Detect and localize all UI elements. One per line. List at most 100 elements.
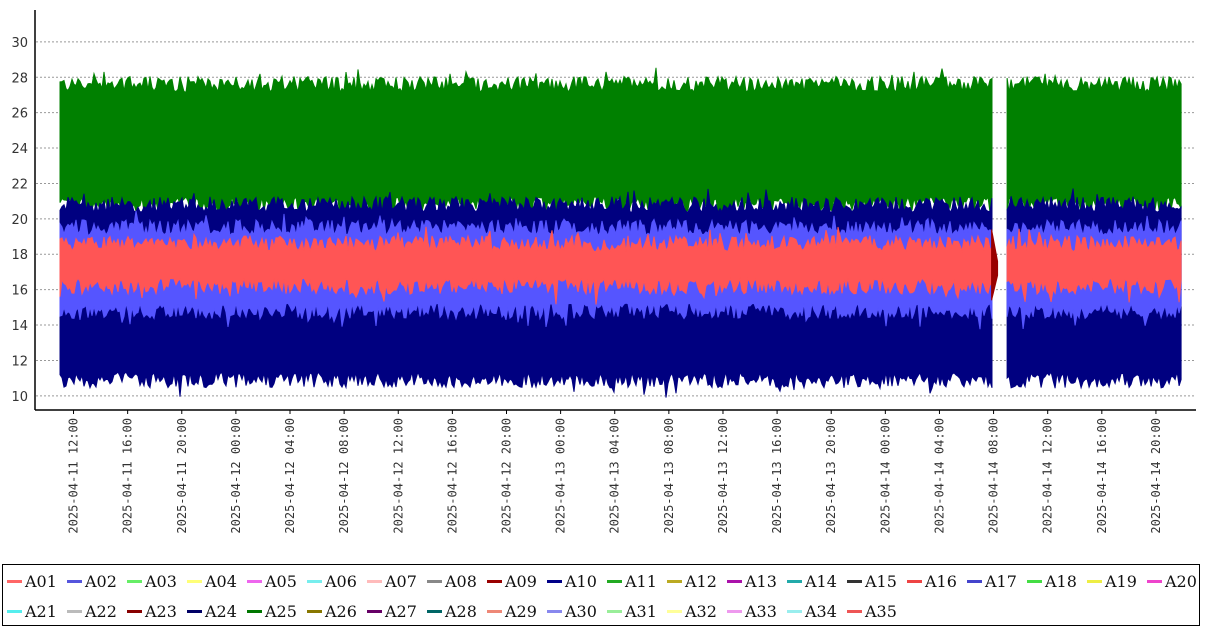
legend-label: A21 — [25, 601, 57, 621]
x-tick-label: 2025-04-13 04:00 — [608, 418, 622, 534]
legend-item-a15: A15 — [847, 567, 907, 595]
legend-label: A35 — [865, 601, 897, 621]
x-tick-label: 2025-04-14 08:00 — [987, 418, 1001, 534]
x-tick-label: 2025-04-14 00:00 — [878, 418, 892, 534]
chart-bands — [59, 67, 1182, 398]
legend-item-a24: A24 — [187, 597, 247, 625]
legend-item-a02: A02 — [67, 567, 127, 595]
legend-label: A16 — [925, 571, 957, 591]
legend-label: A24 — [205, 601, 237, 621]
y-tick-labels: 10 12 14 16 18 20 22 24 26 28 30 — [11, 36, 28, 405]
legend-label: A19 — [1105, 571, 1137, 591]
legend-swatch — [607, 609, 622, 613]
legend-item-a30: A30 — [547, 597, 607, 625]
legend-row: A21 A22 A23 A24 A25 A26 A27 A28 A29 A30 A31 A32 A33 A… — [7, 597, 907, 625]
legend-swatch — [1147, 579, 1162, 583]
legend-swatch — [487, 609, 502, 613]
legend-label: A14 — [805, 571, 837, 591]
legend-label: A08 — [445, 571, 477, 591]
legend-label: A32 — [685, 601, 717, 621]
legend-label: A15 — [865, 571, 897, 591]
legend-swatch — [307, 609, 322, 613]
legend-swatch — [427, 609, 442, 613]
legend-swatch — [67, 609, 82, 613]
legend-item-a18: A18 — [1027, 567, 1087, 595]
legend-label: A26 — [325, 601, 357, 621]
legend-label: A31 — [625, 601, 657, 621]
y-tick-label: 22 — [11, 177, 28, 192]
y-tick-label: 20 — [11, 213, 28, 228]
legend-swatch — [967, 579, 982, 583]
legend-swatch — [7, 609, 22, 613]
y-tick-label: 18 — [11, 248, 28, 263]
legend-swatch — [67, 579, 82, 583]
y-tick-label: 28 — [11, 71, 28, 86]
y-tick-label: 10 — [11, 390, 28, 405]
legend-item-a19: A19 — [1087, 567, 1147, 595]
y-tick-label: 14 — [11, 319, 28, 334]
x-tick-label: 2025-04-12 16:00 — [445, 418, 459, 534]
x-tick-label: 2025-04-13 20:00 — [824, 418, 838, 534]
legend-item-a20: A20 — [1147, 567, 1207, 595]
legend-swatch — [247, 579, 262, 583]
legend-label: A25 — [265, 601, 297, 621]
legend-swatch — [1087, 579, 1102, 583]
legend-label: A05 — [265, 571, 297, 591]
legend-swatch — [847, 579, 862, 583]
legend-item-a33: A33 — [727, 597, 787, 625]
legend-label: A30 — [565, 601, 597, 621]
legend-item-a13: A13 — [727, 567, 787, 595]
legend-label: A18 — [1045, 571, 1077, 591]
legend-item-a14: A14 — [787, 567, 847, 595]
legend-swatch — [787, 609, 802, 613]
legend-swatch — [427, 579, 442, 583]
legend-item-a32: A32 — [667, 597, 727, 625]
legend-label: A27 — [385, 601, 417, 621]
legend-swatch — [127, 609, 142, 613]
x-tick-label: 2025-04-14 16:00 — [1095, 418, 1109, 534]
legend-label: A11 — [625, 571, 657, 591]
x-tick-label: 2025-04-11 20:00 — [175, 418, 189, 534]
axes — [34, 10, 1196, 411]
legend-label: A29 — [505, 601, 537, 621]
legend-item-a08: A08 — [427, 567, 487, 595]
legend-item-a12: A12 — [667, 567, 727, 595]
legend-swatch — [127, 579, 142, 583]
legend: A01 A02 A03 A04 A05 A06 A07 A08 A09 A10 A11 A12 A13 A… — [2, 564, 1200, 626]
legend-label: A10 — [565, 571, 597, 591]
x-tick-label: 2025-04-14 04:00 — [932, 418, 946, 534]
legend-item-a10: A10 — [547, 567, 607, 595]
band-A01 — [1006, 228, 1182, 303]
legend-item-a16: A16 — [907, 567, 967, 595]
legend-swatch — [547, 579, 562, 583]
legend-item-a01: A01 — [7, 567, 67, 595]
x-tick-label: 2025-04-13 08:00 — [662, 418, 676, 534]
legend-swatch — [667, 579, 682, 583]
x-tick-label: 2025-04-13 00:00 — [554, 418, 568, 534]
x-tick-label: 2025-04-14 20:00 — [1149, 418, 1163, 534]
legend-item-a25: A25 — [247, 597, 307, 625]
legend-item-a23: A23 — [127, 597, 187, 625]
legend-label: A07 — [385, 571, 417, 591]
legend-item-a26: A26 — [307, 597, 367, 625]
legend-swatch — [727, 609, 742, 613]
legend-swatch — [7, 579, 22, 583]
legend-swatch — [487, 579, 502, 583]
legend-item-a17: A17 — [967, 567, 1027, 595]
legend-item-a35: A35 — [847, 597, 907, 625]
band-A25 — [1006, 73, 1182, 214]
legend-swatch — [907, 579, 922, 583]
legend-swatch — [307, 579, 322, 583]
legend-item-a28: A28 — [427, 597, 487, 625]
legend-label: A20 — [1165, 571, 1197, 591]
x-tick-labels: 2025-04-11 12:00 2025-04-11 16:00 2025-04-… — [67, 410, 1163, 534]
legend-item-a07: A07 — [367, 567, 427, 595]
convergence-mark — [991, 229, 999, 301]
legend-label: A17 — [985, 571, 1017, 591]
legend-swatch — [727, 579, 742, 583]
legend-swatch — [187, 609, 202, 613]
y-tick-label: 16 — [11, 284, 28, 299]
y-tick-label: 26 — [11, 107, 28, 122]
legend-swatch — [187, 579, 202, 583]
